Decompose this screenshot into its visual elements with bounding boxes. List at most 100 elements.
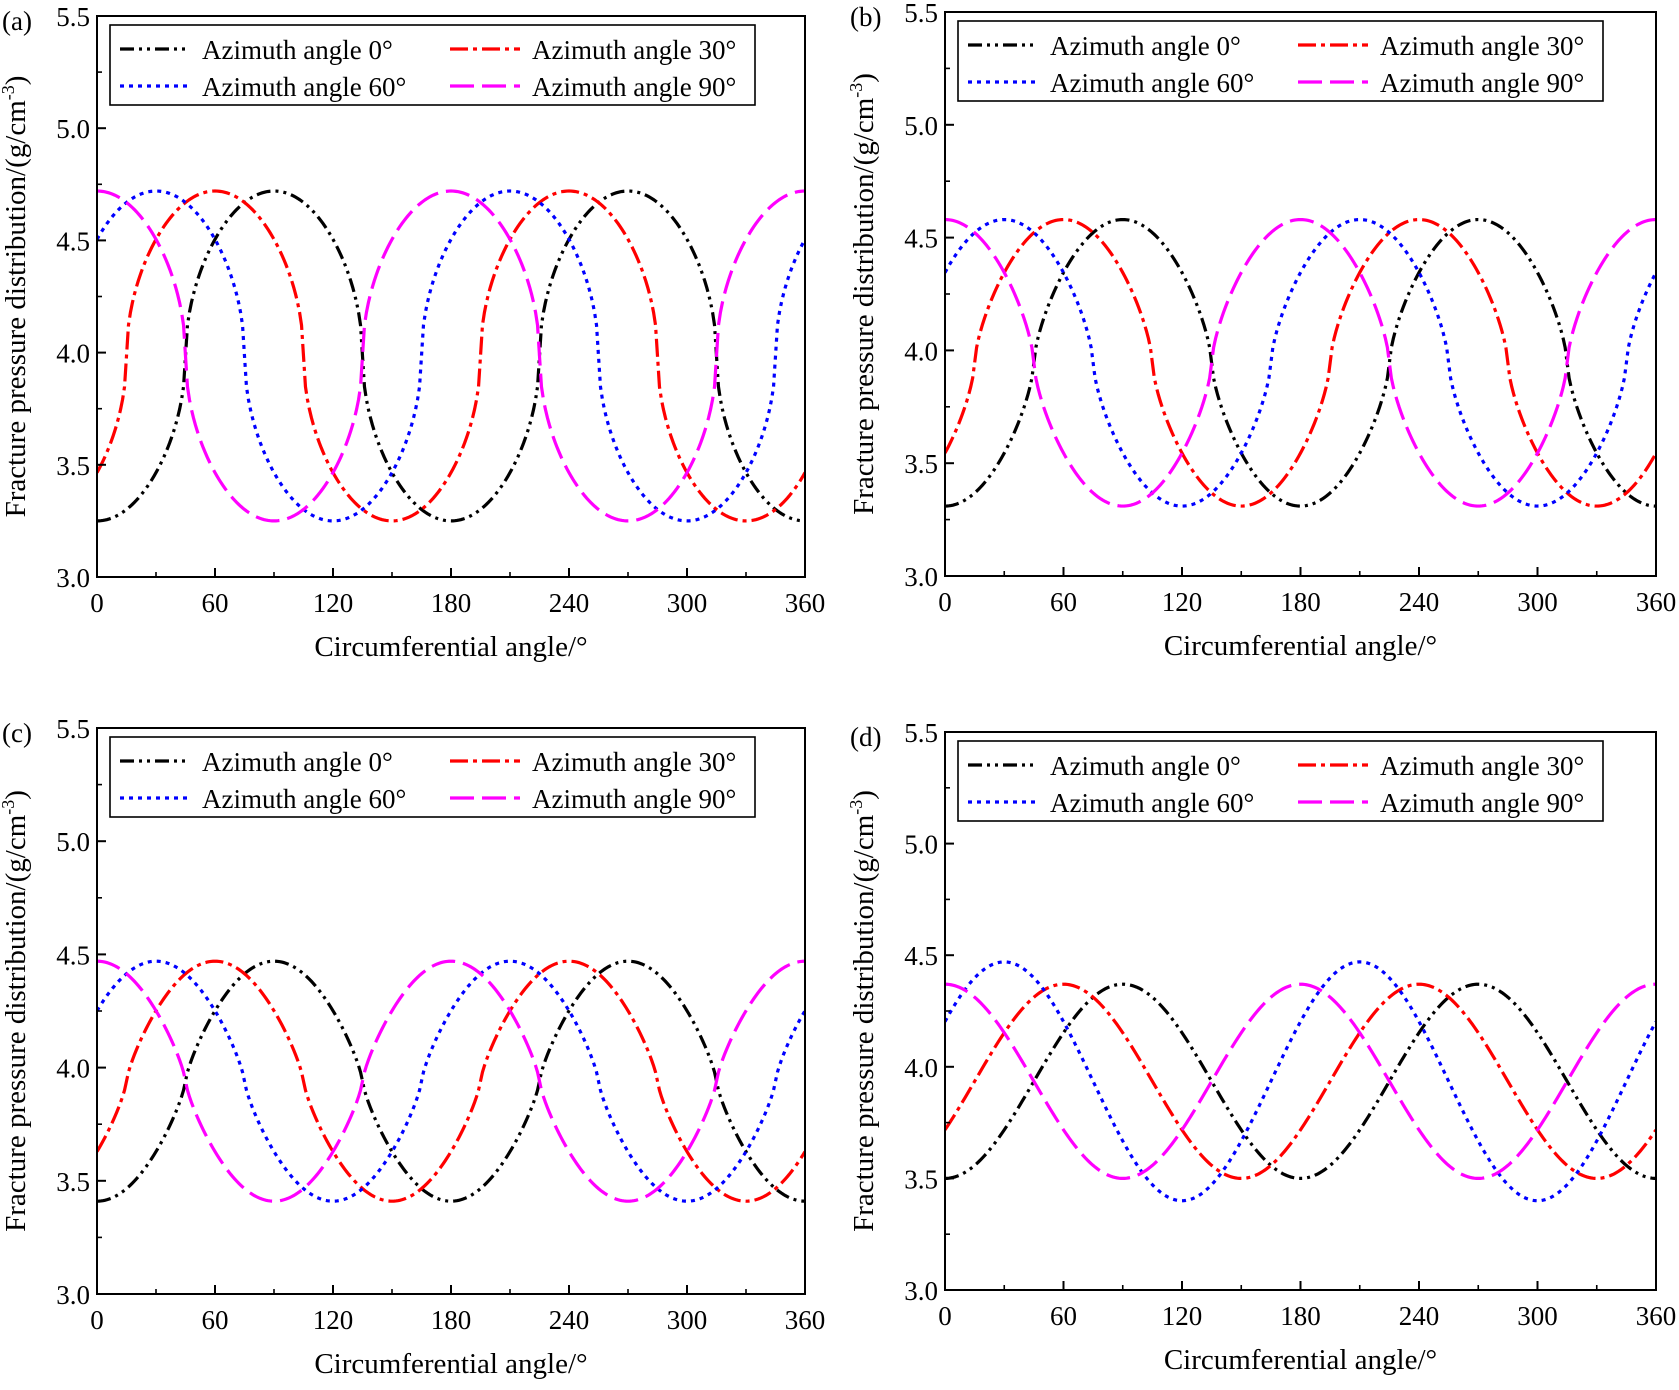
x-axis-title: Circumferential angle/°	[314, 1348, 587, 1380]
x-tick-label: 360	[785, 588, 826, 618]
x-tick-label: 300	[667, 588, 708, 618]
x-tick-label: 60	[1050, 1301, 1077, 1331]
chart-panel-d: 0 60 120 180 240 300 360 3.0 3.5 4.0 4.5 5.0 5.5 (d) C…	[846, 718, 1676, 1376]
legend: Azimuth angle 0° Azimuth angle 30° Azimuth…	[957, 740, 1604, 822]
series-line-az0	[945, 217, 1656, 508]
y-tick-label: 3.0	[904, 562, 938, 592]
x-tick-label: 300	[1517, 1301, 1558, 1331]
x-tick-label: 120	[1162, 1301, 1203, 1331]
y-tick-label: 5.5	[904, 0, 938, 28]
legend: Azimuth angle 0° Azimuth angle 30° Azimuth…	[109, 736, 756, 818]
legend-label-az0: Azimuth angle 0°	[1050, 751, 1241, 781]
y-tick-label: 4.5	[56, 226, 90, 256]
legend-label-az30: Azimuth angle 30°	[1380, 751, 1584, 781]
y-axis-title-main: Fracture pressure distribution/(g/cm	[0, 100, 32, 518]
chart-panel-b: 0 60 120 180 240 300 360 3.0 3.5 4.0 4.5 5.0 5.5 (b) C…	[846, 0, 1676, 662]
legend-box	[957, 20, 1604, 102]
y-tick-label: 3.0	[56, 1280, 90, 1310]
y-tick-label: 5.0	[56, 114, 90, 144]
y-axis-title-sup: -3	[846, 800, 866, 815]
legend-label-az60: Azimuth angle 60°	[1050, 68, 1254, 98]
x-tick-label: 300	[667, 1305, 708, 1335]
x-tick-label: 60	[202, 1305, 229, 1335]
y-tick-label: 3.0	[904, 1276, 938, 1306]
series-line-az60	[97, 959, 805, 1203]
panel-label: (c)	[2, 718, 32, 748]
x-tick-label: 0	[90, 588, 104, 618]
y-axis-title-sup: -3	[0, 800, 18, 815]
legend-label-az90: Azimuth angle 90°	[1380, 788, 1584, 818]
y-tick-label: 5.5	[56, 714, 90, 744]
x-tick-label: 240	[549, 588, 590, 618]
x-tick-label: 300	[1517, 587, 1558, 617]
y-tick-label: 4.5	[904, 941, 938, 971]
legend-label-az60: Azimuth angle 60°	[202, 784, 406, 814]
panel-label: (a)	[2, 6, 32, 36]
panel-label: (b)	[850, 2, 881, 32]
y-axis-title-tail: )	[848, 790, 880, 800]
legend: Azimuth angle 0° Azimuth angle 30° Azimuth…	[109, 24, 756, 106]
x-tick-label: 180	[1280, 1301, 1321, 1331]
legend-label-az90: Azimuth angle 90°	[532, 784, 736, 814]
x-tick-label: 60	[202, 588, 229, 618]
y-tick-label: 4.5	[56, 940, 90, 970]
y-tick-label: 4.0	[56, 1054, 90, 1084]
series-line-az0	[97, 189, 805, 523]
legend: Azimuth angle 0° Azimuth angle 30° Azimuth…	[957, 20, 1604, 102]
panel-label: (d)	[850, 722, 881, 752]
x-axis-title: Circumferential angle/°	[1164, 1344, 1437, 1376]
x-tick-label: 0	[90, 1305, 104, 1335]
legend-label-az30: Azimuth angle 30°	[1380, 31, 1584, 61]
x-tick-label: 180	[431, 588, 472, 618]
series-line-az90	[97, 959, 805, 1203]
x-tick-label: 0	[938, 587, 952, 617]
legend-label-az60: Azimuth angle 60°	[1050, 788, 1254, 818]
x-axis-title: Circumferential angle/°	[1164, 630, 1437, 662]
x-tick-label: 120	[1162, 587, 1203, 617]
y-tick-label: 5.0	[904, 830, 938, 860]
y-axis-title-sup: -3	[0, 85, 18, 100]
y-axis-title: Fracture pressure distribution/(g/cm-3)	[0, 76, 32, 518]
legend-box	[109, 736, 756, 818]
y-axis-title-tail: )	[848, 73, 880, 83]
y-tick-label: 3.5	[904, 449, 938, 479]
y-tick-label: 5.5	[56, 2, 90, 32]
x-tick-label: 180	[431, 1305, 472, 1335]
chart-panel-a: 0 60 120 180 240 300 360 3.0 3.5 4.0 4.5 5.0 5.5 (a) C…	[0, 2, 825, 663]
y-tick-label: 4.0	[904, 1053, 938, 1083]
y-tick-label: 4.0	[56, 339, 90, 369]
legend-label-az0: Azimuth angle 0°	[202, 747, 393, 777]
x-tick-label: 360	[1636, 1301, 1677, 1331]
series-line-az30	[945, 217, 1656, 508]
y-tick-label: 5.0	[904, 111, 938, 141]
legend-label-az60: Azimuth angle 60°	[202, 72, 406, 102]
legend-label-az90: Azimuth angle 90°	[532, 72, 736, 102]
legend-box	[109, 24, 756, 106]
y-axis-title: Fracture pressure distribution/(g/cm-3)	[846, 790, 880, 1232]
series-line-az0	[97, 959, 805, 1203]
y-tick-label: 5.0	[56, 827, 90, 857]
legend-box	[957, 740, 1604, 822]
series-line-az30	[945, 982, 1656, 1181]
y-axis-title: Fracture pressure distribution/(g/cm-3)	[846, 73, 880, 515]
series-line-az90	[945, 982, 1656, 1181]
chart-panel-c: 0 60 120 180 240 300 360 3.0 3.5 4.0 4.5 5.0 5.5 (c) C…	[0, 714, 825, 1380]
y-axis-title-tail: )	[0, 790, 32, 800]
legend-label-az0: Azimuth angle 0°	[1050, 31, 1241, 61]
y-tick-label: 4.5	[904, 224, 938, 254]
x-tick-label: 240	[1399, 1301, 1440, 1331]
legend-label-az30: Azimuth angle 30°	[532, 747, 736, 777]
legend-label-az30: Azimuth angle 30°	[532, 35, 736, 65]
legend-label-az90: Azimuth angle 90°	[1380, 68, 1584, 98]
y-axis-title: Fracture pressure distribution/(g/cm-3)	[0, 790, 32, 1232]
series-line-az90	[97, 189, 805, 523]
y-tick-label: 3.0	[56, 563, 90, 593]
y-tick-label: 5.5	[904, 718, 938, 748]
x-tick-label: 240	[1399, 587, 1440, 617]
x-tick-label: 240	[549, 1305, 590, 1335]
y-axis-title-tail: )	[0, 76, 32, 86]
y-tick-label: 3.5	[56, 1167, 90, 1197]
y-tick-label: 3.5	[56, 451, 90, 481]
series-line-az0	[945, 982, 1656, 1181]
